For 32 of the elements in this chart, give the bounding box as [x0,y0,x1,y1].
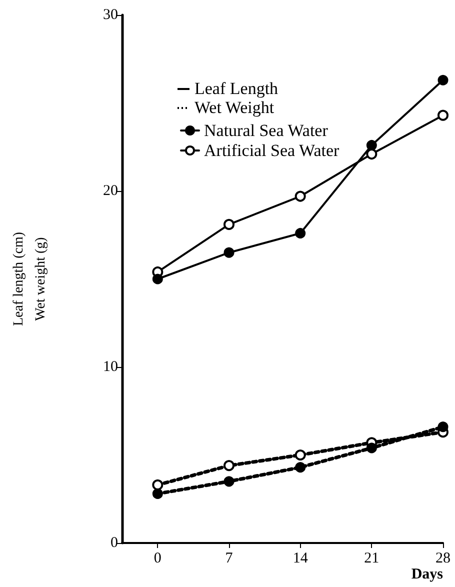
point [224,218,234,230]
x-tick-label: 0 [154,550,162,566]
y-tick-label: 30 [103,7,118,23]
y-tick-label: 20 [103,183,118,199]
point [294,190,306,202]
x-tick-label: 21 [364,550,380,566]
point [366,442,377,454]
point [152,488,163,499]
y-axis-title: Leaf length (cm) Wet weight (g) [12,232,48,326]
point [438,110,448,121]
legend-label: Artificial Sea Water [204,141,340,160]
point [294,450,306,460]
point [152,479,164,490]
point [366,148,378,160]
point [438,422,448,432]
x-tick-label: 7 [225,550,234,566]
point [224,476,234,487]
x-tick-label: 28 [436,550,450,566]
point [224,247,234,258]
annotation: Wet Weight [194,98,274,117]
annotation: Leaf Length [194,79,279,98]
x-tick-label: 14 [292,550,308,566]
point [295,462,306,473]
point [295,228,306,238]
legend-label: Natural Sea Water [204,121,328,140]
x-axis-title: Days [411,566,444,582]
point [366,140,377,150]
y-tick-label: 10 [103,359,118,375]
point [152,274,163,284]
point [438,74,448,86]
y-tick-label: 0 [110,535,118,551]
point [224,460,234,472]
